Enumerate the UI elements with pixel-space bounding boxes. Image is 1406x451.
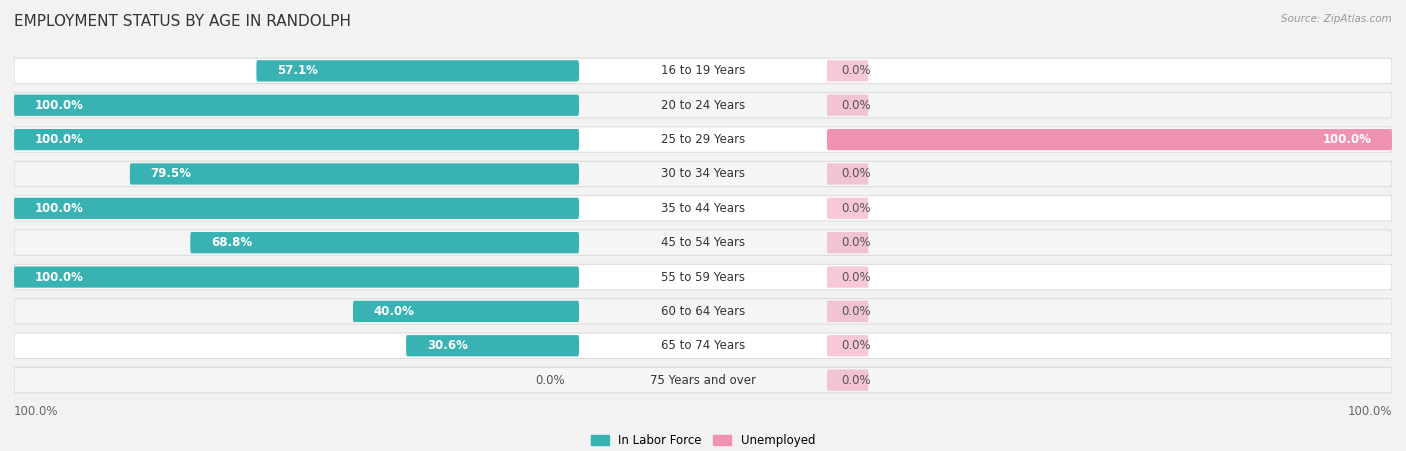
FancyBboxPatch shape	[14, 58, 1392, 83]
Legend: In Labor Force, Unemployed: In Labor Force, Unemployed	[591, 434, 815, 447]
FancyBboxPatch shape	[14, 161, 1392, 187]
FancyBboxPatch shape	[14, 129, 579, 150]
FancyBboxPatch shape	[827, 95, 869, 116]
Text: 65 to 74 Years: 65 to 74 Years	[661, 339, 745, 352]
Text: 45 to 54 Years: 45 to 54 Years	[661, 236, 745, 249]
Text: 75 Years and over: 75 Years and over	[650, 373, 756, 387]
FancyBboxPatch shape	[353, 301, 579, 322]
Text: 35 to 44 Years: 35 to 44 Years	[661, 202, 745, 215]
FancyBboxPatch shape	[827, 198, 869, 219]
FancyBboxPatch shape	[14, 92, 1392, 118]
Text: 0.0%: 0.0%	[841, 305, 870, 318]
Text: 0.0%: 0.0%	[841, 236, 870, 249]
Text: 30.6%: 30.6%	[427, 339, 468, 352]
FancyBboxPatch shape	[827, 129, 1392, 150]
Text: 25 to 29 Years: 25 to 29 Years	[661, 133, 745, 146]
FancyBboxPatch shape	[256, 60, 579, 82]
Text: 20 to 24 Years: 20 to 24 Years	[661, 99, 745, 112]
FancyBboxPatch shape	[14, 198, 579, 219]
FancyBboxPatch shape	[406, 335, 579, 356]
FancyBboxPatch shape	[14, 267, 579, 288]
Text: Source: ZipAtlas.com: Source: ZipAtlas.com	[1281, 14, 1392, 23]
FancyBboxPatch shape	[827, 335, 869, 356]
FancyBboxPatch shape	[14, 127, 1392, 152]
Text: 100.0%: 100.0%	[14, 405, 59, 418]
Text: 0.0%: 0.0%	[841, 202, 870, 215]
FancyBboxPatch shape	[14, 368, 1392, 393]
FancyBboxPatch shape	[827, 267, 869, 288]
Text: 100.0%: 100.0%	[35, 99, 83, 112]
Text: 100.0%: 100.0%	[1347, 405, 1392, 418]
FancyBboxPatch shape	[827, 60, 869, 82]
FancyBboxPatch shape	[14, 333, 1392, 359]
Text: 0.0%: 0.0%	[841, 271, 870, 284]
Text: 100.0%: 100.0%	[35, 133, 83, 146]
FancyBboxPatch shape	[827, 163, 869, 184]
FancyBboxPatch shape	[827, 232, 869, 253]
Text: 0.0%: 0.0%	[536, 373, 565, 387]
Text: 57.1%: 57.1%	[277, 64, 318, 78]
FancyBboxPatch shape	[827, 301, 869, 322]
Text: 100.0%: 100.0%	[35, 271, 83, 284]
Text: 55 to 59 Years: 55 to 59 Years	[661, 271, 745, 284]
Text: 0.0%: 0.0%	[841, 373, 870, 387]
FancyBboxPatch shape	[14, 264, 1392, 290]
FancyBboxPatch shape	[190, 232, 579, 253]
Text: 100.0%: 100.0%	[35, 202, 83, 215]
FancyBboxPatch shape	[14, 196, 1392, 221]
Text: 0.0%: 0.0%	[841, 64, 870, 78]
Text: 60 to 64 Years: 60 to 64 Years	[661, 305, 745, 318]
FancyBboxPatch shape	[14, 230, 1392, 255]
Text: 68.8%: 68.8%	[211, 236, 252, 249]
FancyBboxPatch shape	[827, 369, 869, 391]
Text: 0.0%: 0.0%	[841, 99, 870, 112]
Text: 0.0%: 0.0%	[841, 167, 870, 180]
FancyBboxPatch shape	[129, 163, 579, 184]
Text: 40.0%: 40.0%	[374, 305, 415, 318]
Text: 16 to 19 Years: 16 to 19 Years	[661, 64, 745, 78]
Text: 30 to 34 Years: 30 to 34 Years	[661, 167, 745, 180]
Text: EMPLOYMENT STATUS BY AGE IN RANDOLPH: EMPLOYMENT STATUS BY AGE IN RANDOLPH	[14, 14, 352, 28]
FancyBboxPatch shape	[14, 95, 579, 116]
Text: 79.5%: 79.5%	[150, 167, 191, 180]
Text: 0.0%: 0.0%	[841, 339, 870, 352]
FancyBboxPatch shape	[14, 299, 1392, 324]
Text: 100.0%: 100.0%	[1323, 133, 1371, 146]
